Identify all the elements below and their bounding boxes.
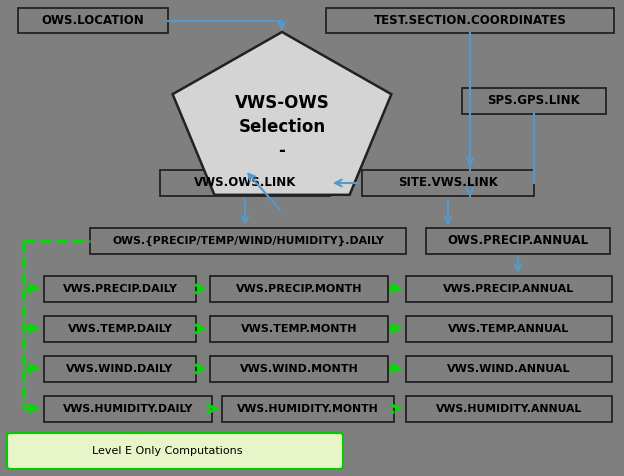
FancyBboxPatch shape bbox=[222, 396, 394, 422]
Text: OWS.PRECIP.ANNUAL: OWS.PRECIP.ANNUAL bbox=[447, 235, 588, 248]
FancyBboxPatch shape bbox=[18, 8, 168, 33]
FancyBboxPatch shape bbox=[462, 88, 606, 114]
FancyBboxPatch shape bbox=[362, 170, 534, 196]
FancyBboxPatch shape bbox=[406, 276, 612, 302]
Text: SITE.VWS.LINK: SITE.VWS.LINK bbox=[398, 177, 498, 189]
FancyBboxPatch shape bbox=[44, 356, 196, 382]
Text: Level E Only Computations: Level E Only Computations bbox=[92, 446, 243, 456]
FancyBboxPatch shape bbox=[44, 396, 212, 422]
Text: VWS.TEMP.DAILY: VWS.TEMP.DAILY bbox=[67, 324, 172, 334]
FancyBboxPatch shape bbox=[406, 316, 612, 342]
Text: VWS.HUMIDITY.ANNUAL: VWS.HUMIDITY.ANNUAL bbox=[436, 404, 582, 414]
Text: VWS.PRECIP.MONTH: VWS.PRECIP.MONTH bbox=[236, 284, 363, 294]
FancyBboxPatch shape bbox=[406, 356, 612, 382]
FancyBboxPatch shape bbox=[160, 170, 330, 196]
FancyBboxPatch shape bbox=[406, 396, 612, 422]
Text: VWS.TEMP.ANNUAL: VWS.TEMP.ANNUAL bbox=[449, 324, 570, 334]
Text: VWS.HUMIDITY.DAILY: VWS.HUMIDITY.DAILY bbox=[63, 404, 193, 414]
Polygon shape bbox=[173, 32, 391, 195]
Text: SPS.GPS.LINK: SPS.GPS.LINK bbox=[487, 95, 580, 108]
Text: VWS.HUMIDITY.MONTH: VWS.HUMIDITY.MONTH bbox=[237, 404, 379, 414]
Text: TEST.SECTION.COORDINATES: TEST.SECTION.COORDINATES bbox=[374, 14, 567, 27]
FancyBboxPatch shape bbox=[44, 316, 196, 342]
Text: VWS.PRECIP.ANNUAL: VWS.PRECIP.ANNUAL bbox=[444, 284, 575, 294]
Text: OWS.{PRECIP/TEMP/WIND/HUMIDITY}.DAILY: OWS.{PRECIP/TEMP/WIND/HUMIDITY}.DAILY bbox=[112, 236, 384, 246]
FancyBboxPatch shape bbox=[7, 433, 343, 469]
Text: VWS.TEMP.MONTH: VWS.TEMP.MONTH bbox=[241, 324, 358, 334]
Text: VWS.WIND.DAILY: VWS.WIND.DAILY bbox=[66, 364, 173, 374]
Text: VWS.PRECIP.DAILY: VWS.PRECIP.DAILY bbox=[62, 284, 177, 294]
Text: OWS.LOCATION: OWS.LOCATION bbox=[42, 14, 144, 27]
FancyBboxPatch shape bbox=[426, 228, 610, 254]
Text: VWS-OWS
Selection
-: VWS-OWS Selection - bbox=[235, 94, 329, 159]
FancyBboxPatch shape bbox=[326, 8, 614, 33]
FancyBboxPatch shape bbox=[210, 316, 388, 342]
FancyBboxPatch shape bbox=[90, 228, 406, 254]
Text: VWS.OWS.LINK: VWS.OWS.LINK bbox=[194, 177, 296, 189]
FancyBboxPatch shape bbox=[44, 276, 196, 302]
Text: VWS.WIND.ANNUAL: VWS.WIND.ANNUAL bbox=[447, 364, 571, 374]
FancyBboxPatch shape bbox=[210, 356, 388, 382]
Text: VWS.WIND.MONTH: VWS.WIND.MONTH bbox=[240, 364, 358, 374]
FancyBboxPatch shape bbox=[210, 276, 388, 302]
